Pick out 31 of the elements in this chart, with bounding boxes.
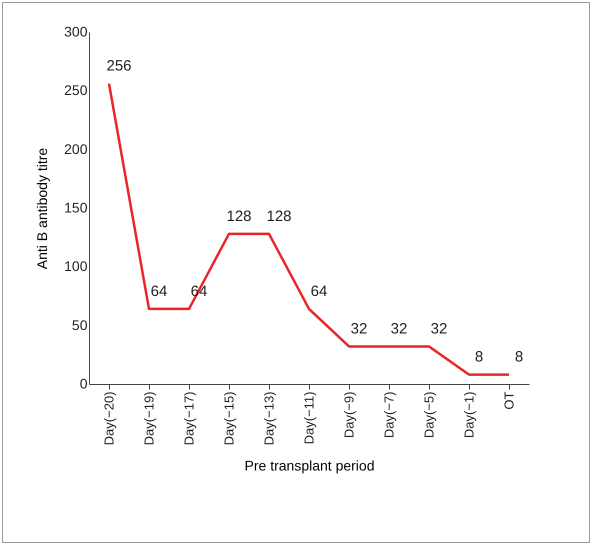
x-tick-label: Day(−5) bbox=[422, 392, 436, 438]
y-tick-label: 50 bbox=[72, 316, 88, 333]
data-label: 64 bbox=[150, 282, 168, 300]
line-series bbox=[108, 82, 510, 376]
y-axis-title: Anti B antibody titre bbox=[34, 148, 50, 270]
x-axis-title: Pre transplant period bbox=[244, 457, 374, 474]
data-label: 8 bbox=[514, 348, 524, 366]
x-tick-label: Day(−15) bbox=[222, 392, 236, 446]
data-label: 128 bbox=[226, 208, 252, 225]
y-tick-label: 300 bbox=[64, 24, 88, 40]
data-label: 32 bbox=[430, 320, 448, 338]
x-tick-label: Day(−13) bbox=[262, 392, 276, 446]
y-tick-label: 250 bbox=[64, 82, 88, 98]
x-tick-label: Day(−9) bbox=[342, 392, 356, 438]
data-label: 64 bbox=[310, 282, 328, 300]
data-label: 8 bbox=[474, 348, 484, 366]
data-label: 32 bbox=[350, 320, 368, 338]
x-tick-label: Day(−17) bbox=[182, 392, 196, 446]
x-tick-label: Day(−19) bbox=[142, 392, 156, 446]
y-tick-label: 200 bbox=[64, 140, 88, 157]
data-label: 32 bbox=[390, 320, 408, 338]
y-tick-label: 100 bbox=[64, 258, 88, 274]
data-label: 128 bbox=[266, 208, 292, 225]
x-tick-label: OT bbox=[502, 391, 516, 410]
x-tick-label: Day(−20) bbox=[102, 392, 116, 446]
y-tick-label: 150 bbox=[64, 200, 88, 216]
x-tick-label: Day(−1) bbox=[462, 392, 476, 438]
data-label: 256 bbox=[106, 58, 132, 75]
x-tick-label: Day(−7) bbox=[382, 392, 396, 438]
y-tick-label: 0 bbox=[80, 376, 88, 392]
x-tick-label: Day(−11) bbox=[302, 392, 316, 444]
